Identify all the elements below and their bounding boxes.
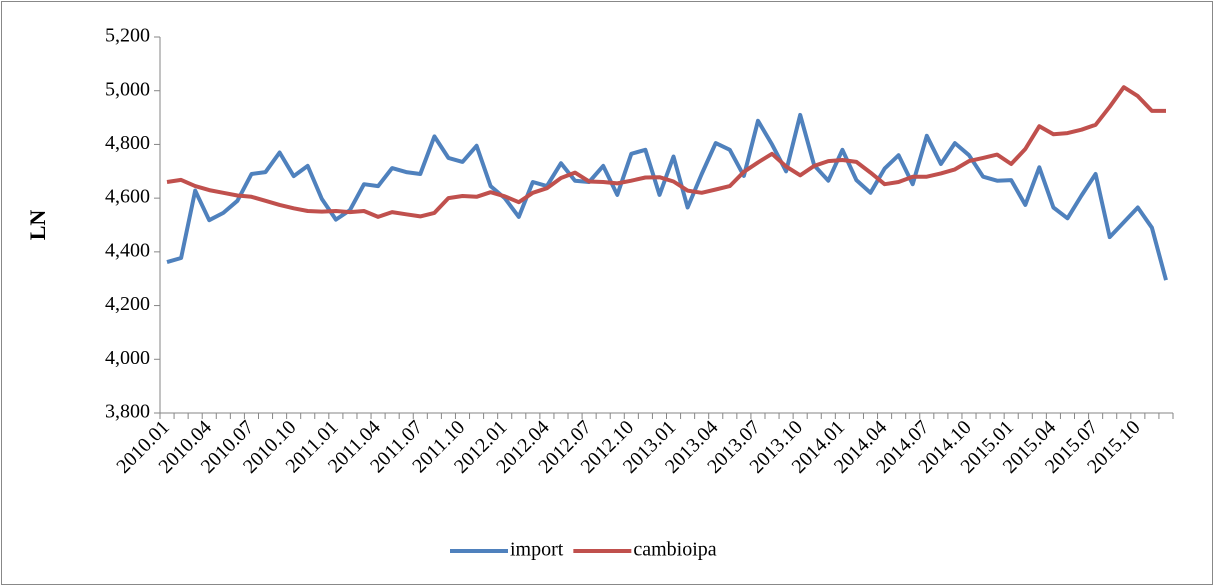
- legend-label: cambioipa: [633, 539, 716, 561]
- y-tick-label: 5,000: [105, 78, 150, 100]
- series-line: [166, 85, 1166, 219]
- y-tick-label: 3,800: [105, 401, 150, 423]
- y-tick-label: 4,800: [105, 132, 150, 154]
- legend-label: import: [510, 539, 564, 561]
- y-tick-label: 4,600: [105, 186, 150, 208]
- series-line: [166, 112, 1168, 281]
- y-tick-label: 4,000: [105, 347, 150, 369]
- y-tick-label: 5,200: [105, 25, 150, 47]
- y-tick-label: 4,400: [105, 239, 150, 261]
- y-axis-label: LN: [25, 210, 50, 241]
- y-tick-label: 4,200: [105, 293, 150, 315]
